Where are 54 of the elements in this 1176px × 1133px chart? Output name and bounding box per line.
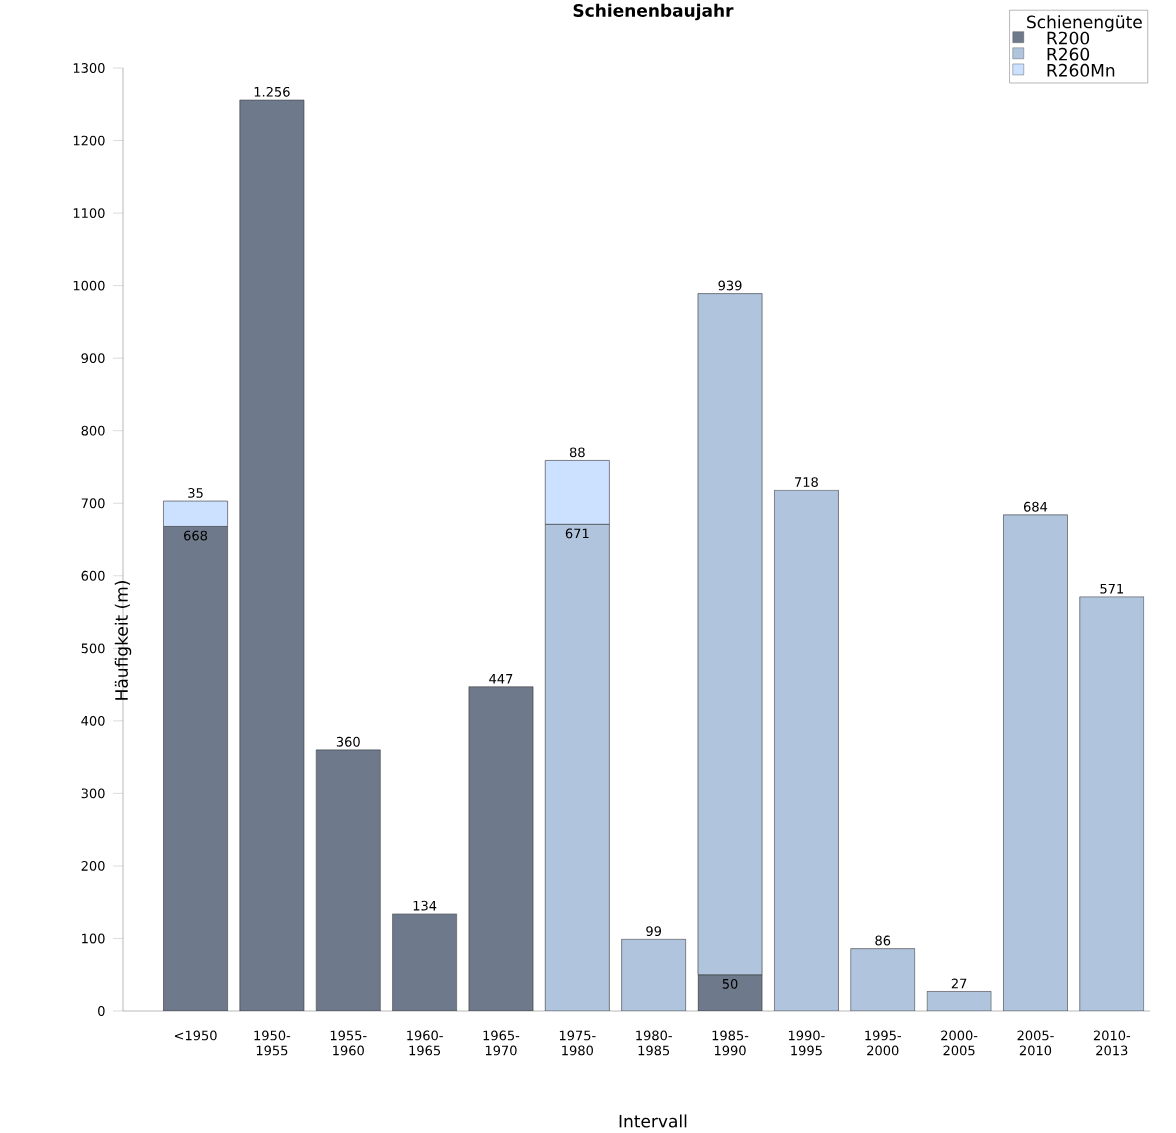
bar bbox=[1003, 514, 1068, 1011]
data-label: 99 bbox=[646, 926, 662, 936]
y-tick-label: 500 bbox=[81, 643, 105, 654]
y-tick-label: 100 bbox=[82, 933, 105, 944]
y-tick-label: 1100 bbox=[73, 208, 105, 218]
data-label: 50 bbox=[722, 978, 738, 989]
bar bbox=[926, 991, 992, 1011]
data-label: 718 bbox=[795, 477, 818, 487]
x-tick-label: 2010-2013 bbox=[1093, 1030, 1131, 1056]
y-tick-label: 200 bbox=[81, 861, 105, 871]
x-tick-label: 1985-1990 bbox=[712, 1030, 749, 1056]
x-tick-label: <1950 bbox=[174, 1030, 217, 1041]
x-tick-label: 1990-1995 bbox=[788, 1030, 825, 1056]
x-tick-label: 1960-1965 bbox=[407, 1030, 443, 1056]
data-label: 360 bbox=[336, 736, 360, 747]
data-label: 1.256 bbox=[254, 86, 290, 97]
data-label: 35 bbox=[188, 488, 203, 498]
legend-label: R260Mn bbox=[1047, 63, 1115, 77]
data-label: 684 bbox=[1023, 501, 1048, 512]
y-tick-label: 400 bbox=[81, 715, 105, 726]
y-tick-label: 700 bbox=[81, 498, 105, 509]
chart-title: Schienenbaujahr bbox=[573, 3, 734, 21]
y-tick-label: 1300 bbox=[73, 63, 105, 73]
x-tick-label: 1980-1985 bbox=[636, 1030, 672, 1056]
x-tick-label: 1975-1980 bbox=[559, 1030, 596, 1056]
data-label: 447 bbox=[489, 674, 513, 684]
x-tick-label: 1950-1955 bbox=[254, 1030, 291, 1056]
data-label: 571 bbox=[1100, 583, 1124, 594]
y-tick-label: 800 bbox=[81, 425, 105, 436]
y-tick-label: 900 bbox=[81, 353, 105, 364]
data-label: 88 bbox=[569, 447, 585, 458]
x-tick-label: 1955-1960 bbox=[330, 1030, 367, 1056]
bar bbox=[1079, 596, 1145, 1011]
legend-label: R260 bbox=[1047, 47, 1090, 61]
legend-title: Schienengüte bbox=[1027, 15, 1142, 32]
legend-label: R200 bbox=[1047, 31, 1090, 45]
x-tick-label: 1995-2000 bbox=[865, 1030, 901, 1056]
y-tick-label: 1200 bbox=[73, 135, 105, 146]
y-tick-label: 0 bbox=[98, 1006, 105, 1016]
x-axis-title: Intervall bbox=[619, 1114, 687, 1128]
x-tick-label: 2000-2005 bbox=[941, 1030, 978, 1056]
y-tick-label: 300 bbox=[81, 788, 105, 799]
y-tick-label: 1000 bbox=[73, 280, 105, 291]
y-tick-label: 600 bbox=[81, 570, 105, 581]
x-tick-label: 1965-1970 bbox=[483, 1030, 520, 1056]
data-label: 939 bbox=[718, 280, 742, 291]
data-label: 86 bbox=[875, 935, 891, 946]
data-label: 668 bbox=[184, 530, 208, 541]
data-label: 134 bbox=[413, 900, 437, 911]
bar bbox=[774, 489, 839, 1011]
data-label: 27 bbox=[951, 978, 967, 989]
data-label: 671 bbox=[565, 528, 589, 539]
x-tick-label: 2005-2010 bbox=[1017, 1030, 1054, 1056]
y-axis-title: Häufigkeit (m) bbox=[114, 581, 132, 700]
